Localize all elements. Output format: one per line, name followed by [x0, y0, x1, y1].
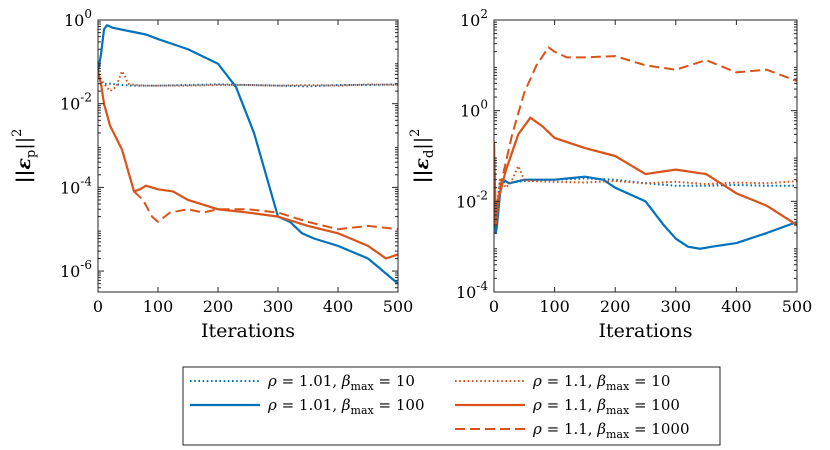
legend-rho-value: = 1.01,	[277, 396, 342, 414]
legend-rho: ρ	[267, 372, 277, 390]
legend: ρ = 1.01, βmax = 10ρ = 1.01, βmax = 100ρ…	[182, 366, 721, 446]
y-tick-exponent: -6	[80, 258, 92, 272]
y-tick-exponent: -4	[476, 279, 488, 293]
x-tick-label: 100	[143, 297, 174, 316]
x-tick-label: 200	[203, 297, 234, 316]
series-group	[98, 24, 398, 285]
y-tick-label: 10-4	[60, 174, 92, 197]
y-tick-base: 10	[60, 178, 80, 197]
legend-beta-value: = 10	[629, 372, 670, 390]
y-tick-base: 10	[460, 11, 480, 30]
x-tick-label: 300	[661, 297, 692, 316]
y-tick-base: 10	[60, 95, 80, 114]
y-tick-label: 102	[460, 7, 488, 30]
y-label-superscript: 2	[408, 129, 423, 137]
legend-beta-sub: max	[351, 380, 375, 393]
y-axis-label: ||εd||2	[408, 129, 437, 184]
x-tick-label: 500	[782, 297, 813, 316]
y-tick-label: 10-6	[60, 258, 92, 281]
y-tick-label: 10-2	[60, 91, 92, 114]
x-tick-label: 200	[600, 297, 631, 316]
y-tick-base: 10	[456, 283, 476, 302]
legend-beta: β	[596, 420, 606, 438]
x-tick-label: 0	[93, 297, 103, 316]
legend-beta: β	[341, 396, 351, 414]
legend-rho: ρ	[532, 420, 542, 438]
series-line-s5	[494, 46, 797, 227]
chart-right-dual-residual: 0 100 200 300 400 50010-410-2100102Iterations…	[408, 7, 812, 342]
chart-left-primal-residual: 0 100 200 300 400 50010-610-410-2100Iteration…	[10, 7, 413, 342]
axes-box	[493, 19, 798, 293]
x-tick-label: 0	[489, 297, 499, 316]
y-label-subscript: d	[422, 150, 437, 158]
plot-area	[494, 20, 797, 292]
x-tick-label: 400	[323, 297, 354, 316]
legend-beta: β	[596, 396, 606, 414]
series-line-s5	[133, 190, 398, 231]
legend-label-s3: ρ = 1.1, βmax = 10	[532, 372, 670, 393]
x-tick-label: 400	[721, 297, 752, 316]
legend-rho: ρ	[532, 372, 542, 390]
series-group	[494, 46, 797, 250]
series-line-s2	[98, 24, 398, 285]
legend-beta: β	[341, 372, 351, 390]
y-tick-exponent: 0	[84, 7, 92, 21]
y-label-norm-close: ||	[13, 137, 35, 150]
y-label-subscript: p	[24, 150, 39, 158]
legend-beta-sub: max	[606, 380, 630, 393]
y-label-norm: ||ε	[13, 158, 35, 184]
legend-label-s2: ρ = 1.01, βmax = 100	[267, 396, 425, 417]
legend-beta-sub: max	[351, 404, 375, 417]
y-tick-base: 10	[60, 262, 80, 281]
y-tick-exponent: -2	[80, 91, 92, 105]
legend-box	[182, 366, 721, 446]
y-tick-exponent: 0	[480, 98, 488, 112]
legend-beta-value: = 100	[374, 396, 425, 414]
y-label-norm-close: ||	[411, 137, 433, 150]
series-line-s4	[98, 70, 398, 260]
y-tick-base: 10	[456, 192, 476, 211]
series-line-s3	[98, 70, 398, 93]
x-tick-label: 100	[539, 297, 570, 316]
series-line-s1	[494, 160, 797, 235]
y-tick-exponent: -2	[476, 188, 488, 202]
y-tick-exponent: 2	[480, 7, 488, 21]
x-tick-label: 300	[263, 297, 294, 316]
y-tick-label: 100	[64, 7, 92, 30]
y-tick-label: 10-4	[456, 279, 488, 302]
legend-beta-value: = 100	[629, 396, 680, 414]
y-tick-base: 10	[64, 11, 84, 30]
legend-rho-value: = 1.1,	[542, 396, 598, 414]
legend-label-s1: ρ = 1.01, βmax = 10	[267, 372, 415, 393]
y-label-norm: ||ε	[411, 158, 433, 184]
x-axis-label: Iterations	[201, 320, 295, 342]
y-tick-label: 100	[460, 98, 488, 121]
y-tick-base: 10	[460, 102, 480, 121]
legend-beta: β	[596, 372, 606, 390]
y-label-superscript: 2	[10, 129, 25, 137]
legend-rho: ρ	[267, 396, 277, 414]
x-axis-label: Iterations	[599, 320, 693, 342]
legend-label-s4: ρ = 1.1, βmax = 100	[532, 396, 680, 417]
legend-beta-value: = 10	[374, 372, 415, 390]
legend-rho: ρ	[532, 396, 542, 414]
y-tick-label: 10-2	[456, 188, 488, 211]
plot-area	[98, 20, 398, 292]
x-tick-label: 500	[383, 297, 414, 316]
axes-box	[97, 19, 399, 293]
series-line-s1	[98, 73, 398, 88]
y-tick-exponent: -4	[80, 174, 92, 188]
legend-beta-sub: max	[606, 404, 630, 417]
y-axis-label: ||εp||2	[10, 129, 39, 184]
legend-beta-sub: max	[606, 428, 630, 441]
series-line-s4	[494, 116, 797, 227]
legend-label-s5: ρ = 1.1, βmax = 1000	[532, 420, 689, 441]
legend-rho-value: = 1.01,	[277, 372, 342, 390]
legend-beta-value: = 1000	[629, 420, 689, 438]
legend-rho-value: = 1.1,	[542, 420, 598, 438]
legend-rho-value: = 1.1,	[542, 372, 598, 390]
